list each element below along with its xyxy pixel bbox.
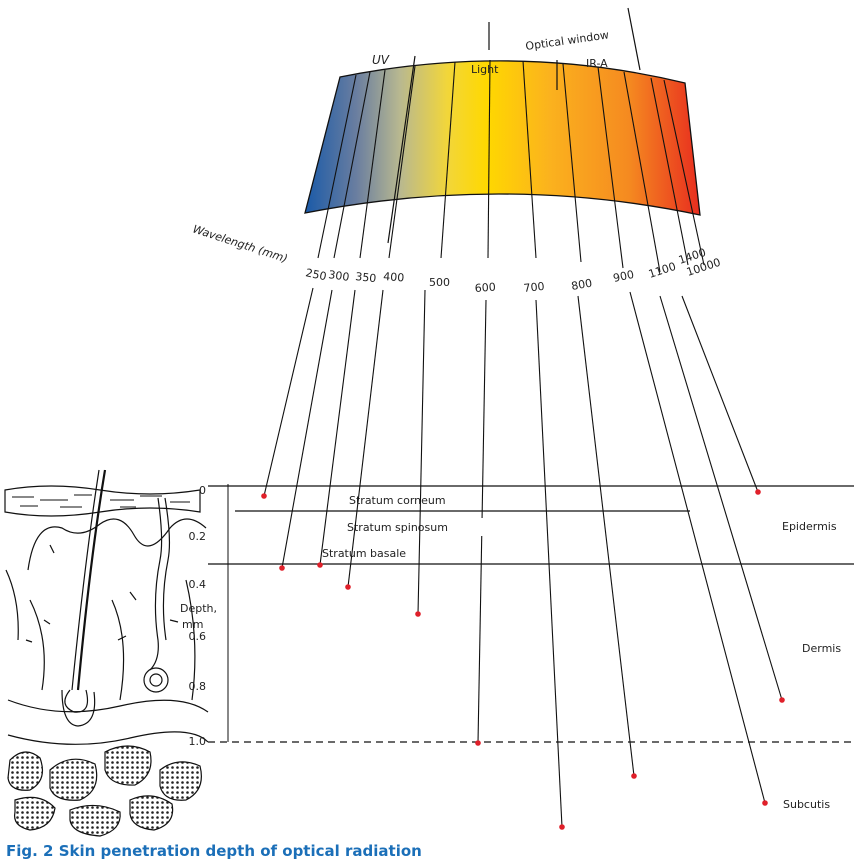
wavelength-line-10 xyxy=(650,77,689,266)
penetration-dot-3 xyxy=(345,584,351,590)
penetration-dot-0 xyxy=(261,493,267,499)
penetration-dot-8 xyxy=(762,800,768,806)
depth-tick-1.0: 1.0 xyxy=(189,735,207,748)
wavelength-label-1100: 1100 xyxy=(647,260,678,281)
penetration-line-1 xyxy=(281,289,333,569)
stratum-spinosum-label: Stratum spinosum xyxy=(347,521,448,534)
wavelength-label-800: 800 xyxy=(570,277,593,293)
depth-tick-0.4: 0.4 xyxy=(189,578,207,591)
wavelength-label-900: 900 xyxy=(612,268,635,285)
penetration-line-9 xyxy=(659,295,783,701)
penetration-line-4 xyxy=(417,289,426,615)
wavelength-line-3 xyxy=(388,65,416,259)
wavelength-label-350: 350 xyxy=(355,270,377,285)
wavelength-line-11 xyxy=(663,79,705,266)
penetration-dot-9 xyxy=(779,697,785,703)
wavelength-line-6 xyxy=(522,60,537,259)
wavelength-label-400: 400 xyxy=(383,270,405,284)
penetration-dot-4 xyxy=(415,611,421,617)
wavelength-line-0 xyxy=(317,74,357,259)
wavelength-line-8 xyxy=(597,66,624,269)
spectrum-band xyxy=(304,60,701,216)
dermis-label: Dermis xyxy=(802,642,841,655)
light-label: Light xyxy=(471,63,499,76)
penetration-dot-5 xyxy=(475,740,481,746)
wavelength-label-250: 250 xyxy=(304,266,327,283)
depth-tick-0.8: 0.8 xyxy=(189,680,207,693)
penetration-dot-7 xyxy=(631,773,637,779)
wavelength-line-4 xyxy=(440,61,456,259)
penetration-dot-2 xyxy=(317,562,323,568)
penetration-dots xyxy=(261,489,785,830)
ir-a-divider-line xyxy=(627,7,641,71)
wavelength-line-2 xyxy=(359,69,386,259)
wavelength-line-1 xyxy=(333,71,371,259)
penetration-dot-1 xyxy=(279,565,285,571)
penetration-line-6 xyxy=(535,299,563,828)
penetration-line-10 xyxy=(681,295,759,493)
depth-tick-0: 0 xyxy=(199,484,206,497)
wavelength-label-700: 700 xyxy=(523,280,545,295)
stratum-corneum-label: Stratum corneum xyxy=(349,494,446,507)
uv-label: UV xyxy=(372,53,390,67)
wavelength-label-500: 500 xyxy=(429,276,450,289)
penetration-line-0 xyxy=(263,287,314,497)
depth-tick-labels: 0 0.2 0.4 0.6 0.8 1.0 xyxy=(189,484,207,748)
wavelength-label-300: 300 xyxy=(328,268,351,284)
uv-divider-line xyxy=(387,55,416,244)
depth-tick-0.2: 0.2 xyxy=(189,530,207,543)
depth-tick-0.6: 0.6 xyxy=(189,630,207,643)
wavelength-line-5 xyxy=(487,59,491,259)
wavelength-lines xyxy=(317,59,705,273)
stratum-basale-label: Stratum basale xyxy=(322,547,406,560)
penetration-line-3 xyxy=(347,289,384,588)
subcutis-label: Subcutis xyxy=(783,798,830,811)
wavelength-line-9 xyxy=(623,71,661,273)
penetration-dot-6 xyxy=(559,824,565,830)
depth-axis-label: Depth, mm xyxy=(180,602,221,631)
penetration-lines xyxy=(263,287,783,828)
wavelength-line-7 xyxy=(562,63,582,263)
epidermis-label: Epidermis xyxy=(782,520,837,533)
optical-window-label: Optical window xyxy=(525,28,610,53)
wavelength-axis-label: Wavelength (mm) xyxy=(191,222,289,265)
ir-a-label: IR-A xyxy=(586,57,608,70)
penetration-line-7 xyxy=(577,295,635,777)
penetration-line-8 xyxy=(629,291,766,804)
skin-cross-section-illustration xyxy=(4,469,209,837)
penetration-line-2 xyxy=(319,289,356,566)
wavelength-label-600: 600 xyxy=(474,281,496,295)
figure-caption: Fig. 2 Skin penetration depth of optical… xyxy=(6,842,422,860)
penetration-dot-10 xyxy=(755,489,761,495)
